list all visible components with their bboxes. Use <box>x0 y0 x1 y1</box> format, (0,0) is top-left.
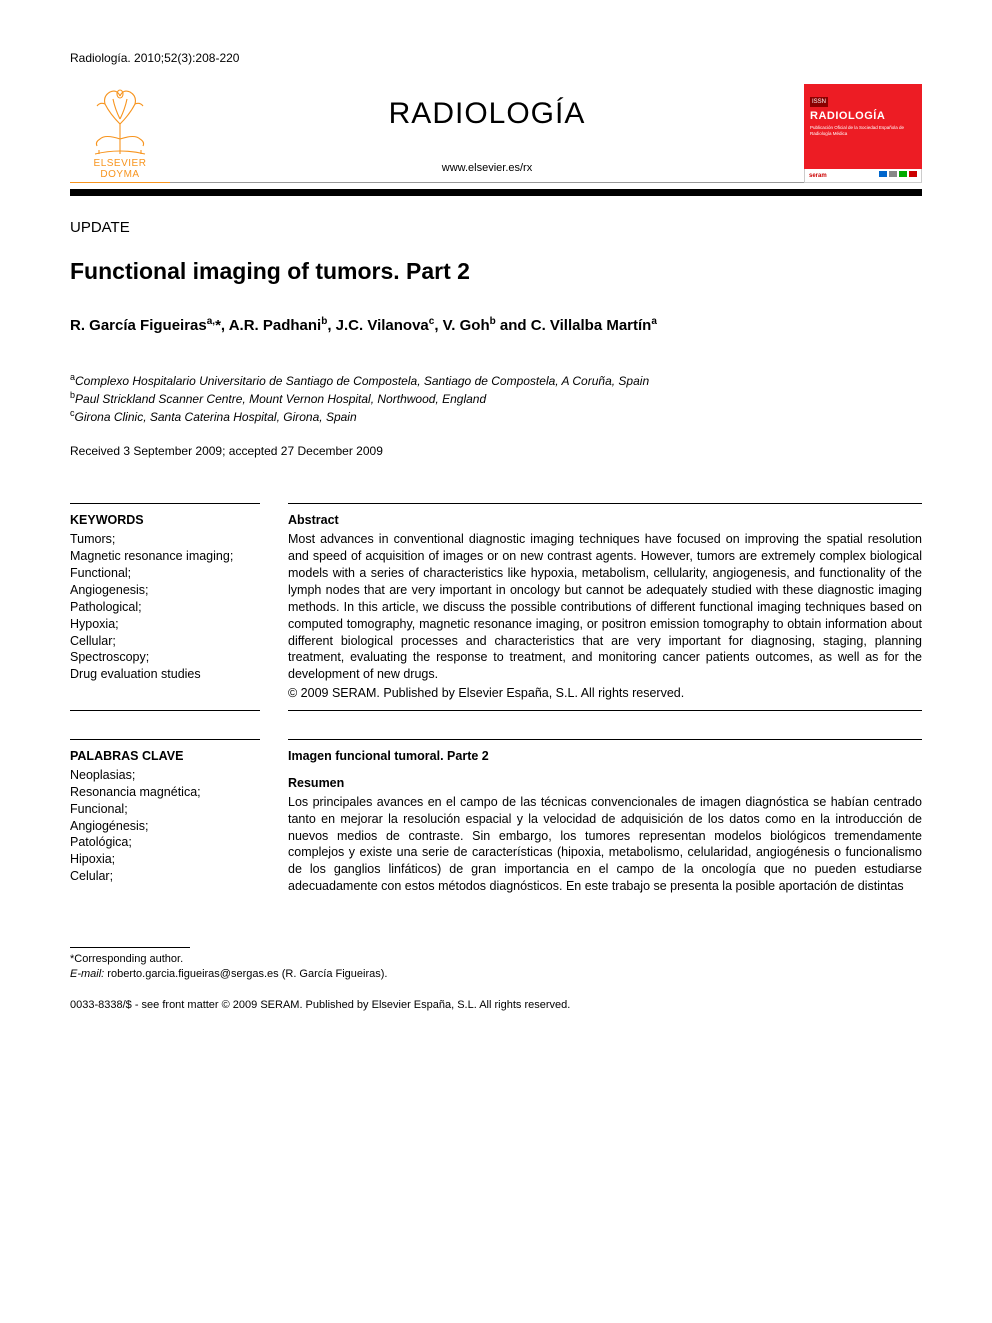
journal-url[interactable]: www.elsevier.es/rx <box>180 161 794 176</box>
article-dates: Received 3 September 2009; accepted 27 D… <box>70 443 922 459</box>
cover-issn-badge: ISSN <box>810 97 828 107</box>
corresponding-author-footnote: *Corresponding author. E-mail: roberto.g… <box>70 952 922 982</box>
footnote-separator <box>70 947 190 948</box>
cover-subtitle: Publicación Oficial de la Sociedad Españ… <box>810 125 916 137</box>
cover-seram-logo: seram <box>809 172 827 180</box>
journal-title-block: RADIOLOGÍA www.elsevier.es/rx <box>170 84 804 183</box>
article-title: Functional imaging of tumors. Part 2 <box>70 256 922 287</box>
journal-name: RADIOLOGÍA <box>180 94 794 135</box>
citation-text: Radiología. 2010;52(3):208-220 <box>70 50 922 66</box>
keywords-en-list: Tumors; Magnetic resonance imaging; Func… <box>70 531 260 683</box>
keywords-en-box: KEYWORDS Tumors; Magnetic resonance imag… <box>70 503 260 711</box>
email-label: E-mail: <box>70 968 104 980</box>
header-divider-bar <box>70 189 922 196</box>
abstract-es-box: Imagen funcional tumoral. Parte 2 Resume… <box>288 739 922 897</box>
affiliation-line: aComplexo Hospitalario Universitario de … <box>70 371 922 389</box>
author-list: R. García Figueirasa,*, A.R. Padhanib, J… <box>70 315 922 336</box>
journal-cover-thumbnail: ISSN RADIOLOGÍA Publicación Oficial de l… <box>804 84 922 183</box>
journal-header: ELSEVIER DOYMA RADIOLOGÍA www.elsevier.e… <box>70 84 922 183</box>
cover-foot-icons <box>879 170 917 181</box>
corresponding-email[interactable]: roberto.garcia.figueiras@sergas.es (R. G… <box>107 968 387 980</box>
publisher-name-2: DOYMA <box>100 169 139 180</box>
publisher-name-1: ELSEVIER <box>94 158 147 169</box>
elsevier-tree-icon <box>85 84 155 156</box>
corresponding-label: *Corresponding author. <box>70 952 922 967</box>
keywords-es-list: Neoplasias; Resonancia magnética; Funcio… <box>70 767 260 885</box>
affiliation-line: cGirona Clinic, Santa Caterina Hospital,… <box>70 407 922 425</box>
cover-title: RADIOLOGÍA <box>810 109 916 124</box>
publisher-logo: ELSEVIER DOYMA <box>70 84 170 183</box>
front-matter-text: 0033-8338/$ - see front matter © 2009 SE… <box>70 998 922 1013</box>
abstract-es-body: Los principales avances en el campo de l… <box>288 794 922 895</box>
keywords-en-heading: KEYWORDS <box>70 512 260 529</box>
article-section-label: UPDATE <box>70 218 922 238</box>
abstract-es-title: Imagen funcional tumoral. Parte 2 <box>288 748 922 765</box>
abstract-en-body: Most advances in conventional diagnostic… <box>288 531 922 683</box>
abstract-en-copyright: © 2009 SERAM. Published by Elsevier Espa… <box>288 685 922 702</box>
abstract-es-heading: Resumen <box>288 775 922 792</box>
keywords-es-box: PALABRAS CLAVE Neoplasias; Resonancia ma… <box>70 739 260 897</box>
affiliations-block: aComplexo Hospitalario Universitario de … <box>70 371 922 426</box>
keywords-es-heading: PALABRAS CLAVE <box>70 748 260 765</box>
affiliation-line: bPaul Strickland Scanner Centre, Mount V… <box>70 389 922 407</box>
abstract-en-box: Abstract Most advances in conventional d… <box>288 503 922 711</box>
abstract-en-heading: Abstract <box>288 512 922 529</box>
